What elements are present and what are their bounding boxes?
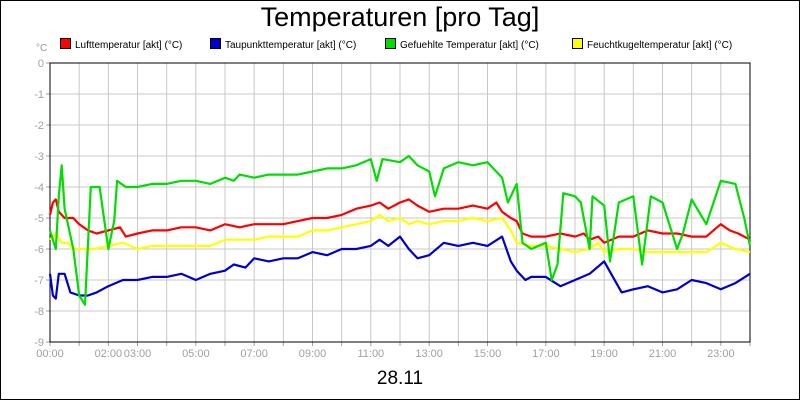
y-tick-label: -3: [34, 151, 44, 163]
x-tick-label: 17:00: [532, 348, 560, 360]
x-tick-label: 02:00: [95, 348, 123, 360]
series-line-3: [49, 213, 751, 254]
y-tick-label: -6: [34, 244, 44, 256]
y-tick-label: -2: [34, 120, 44, 132]
x-tick-label: 23:00: [707, 348, 735, 360]
legend-label: Feuchtkugeltemperatur [akt] (°C): [587, 40, 733, 51]
y-tick-label: -9: [34, 337, 44, 349]
y-tick-label: -8: [34, 306, 44, 318]
y-tick-label: -5: [34, 213, 44, 225]
legend-swatch-red: [60, 38, 71, 49]
x-tick-label: 11:00: [357, 348, 384, 360]
y-tick-label: -1: [34, 89, 44, 101]
x-tick-label: 15:00: [474, 348, 502, 360]
x-tick-label: 03:00: [124, 348, 152, 360]
legend-label: Lufttemperatur [akt] (°C): [75, 40, 183, 51]
legend-swatch-green: [385, 38, 396, 49]
legend-item-gefuehlte-temperatur: Gefuehlte Temperatur [akt] (°C): [385, 38, 539, 52]
legend-item-lufttemperatur: Lufttemperatur [akt] (°C): [60, 38, 182, 52]
x-tick-label: 05:00: [182, 348, 210, 360]
x-axis-date-label: 28.11: [376, 368, 424, 389]
series-line-1: [48, 235, 751, 300]
legend-label: Taupunkttemperatur [akt] (°C): [225, 40, 357, 51]
y-tick-label: -4: [34, 182, 44, 194]
x-tick-label: 21:00: [649, 348, 677, 360]
x-tick-label: 19:00: [590, 348, 618, 360]
legend-item-feuchtkugeltemperatur: Feuchtkugeltemperatur [akt] (°C): [572, 38, 732, 52]
x-tick-label: 09:00: [299, 348, 327, 360]
y-axis-unit: °C: [36, 43, 48, 54]
series-line-2: [48, 154, 752, 306]
legend-swatch-yellow: [572, 38, 583, 49]
legend-item-taupunkttemperatur: Taupunkttemperatur [akt] (°C): [210, 38, 356, 52]
plot-border: [49, 62, 751, 343]
chart-title: Temperaturen [pro Tag]: [260, 2, 540, 32]
legend-label: Gefuehlte Temperatur [akt] (°C): [400, 40, 539, 51]
x-tick-label: 13:00: [415, 348, 443, 360]
y-tick-label: -7: [34, 275, 44, 287]
x-tick-label: 07:00: [240, 348, 268, 360]
legend-swatch-blue: [210, 38, 221, 49]
x-tick-label: 00:00: [36, 348, 64, 360]
y-tick-label: 0: [38, 58, 44, 70]
legend: Lufttemperatur [akt] (°C) Taupunkttemper…: [0, 38, 800, 52]
